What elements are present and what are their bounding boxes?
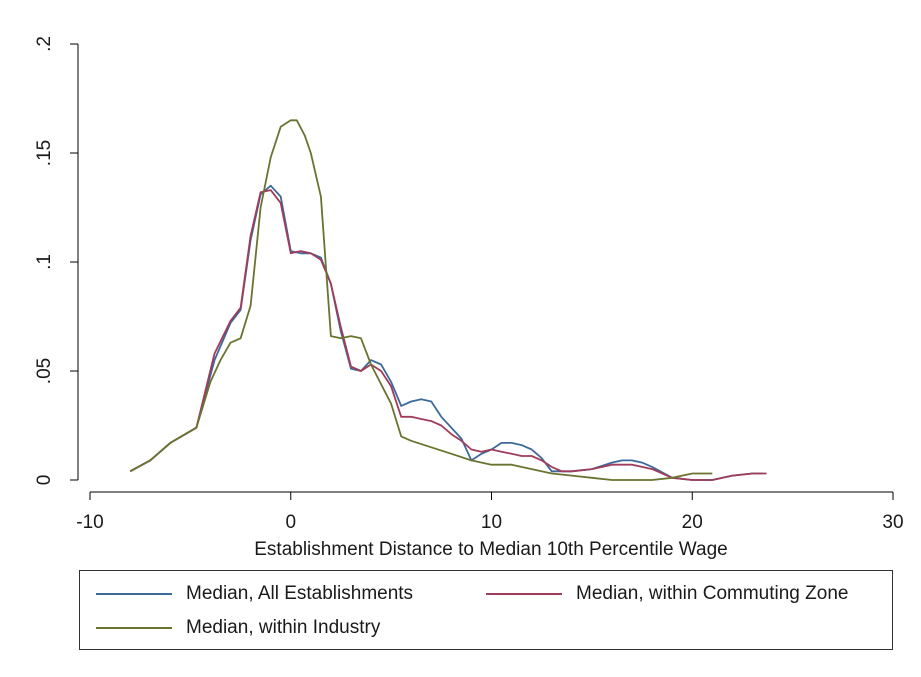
legend-label-within-industry: Median, within Industry — [186, 617, 381, 638]
legend-label-commuting-zone: Median, within Commuting Zone — [576, 583, 849, 604]
y-tick-label: .15 — [34, 140, 55, 166]
legend-label-all-establishments: Median, All Establishments — [186, 583, 414, 604]
x-tick-label: 0 — [285, 512, 296, 533]
x-tick-label: -10 — [76, 512, 103, 533]
y-tick-label: .2 — [34, 36, 55, 52]
legend: Median, All Establishments Median, withi… — [79, 570, 893, 650]
plot-area: -10 0 10 20 30 0 .05 .1 .15 .2 — [34, 36, 904, 533]
x-axis-label: Establishment Distance to Median 10th Pe… — [254, 539, 728, 560]
y-tick-label: .1 — [34, 254, 55, 270]
legend-swatch-all-establishments — [96, 593, 172, 595]
legend-swatch-commuting-zone — [486, 593, 562, 595]
x-tick-label: 30 — [882, 512, 903, 533]
x-tick-label: 10 — [481, 512, 502, 533]
legend-item-all-establishments: Median, All Establishments — [96, 583, 413, 605]
y-tick-label: .05 — [34, 358, 55, 384]
x-tick-label: 20 — [682, 512, 703, 533]
legend-item-within-industry: Median, within Industry — [96, 617, 380, 639]
legend-swatch-within-industry — [96, 627, 172, 629]
y-tick-label: 0 — [34, 475, 55, 486]
legend-item-commuting-zone: Median, within Commuting Zone — [486, 583, 848, 605]
series-line-2 — [129, 119, 713, 481]
